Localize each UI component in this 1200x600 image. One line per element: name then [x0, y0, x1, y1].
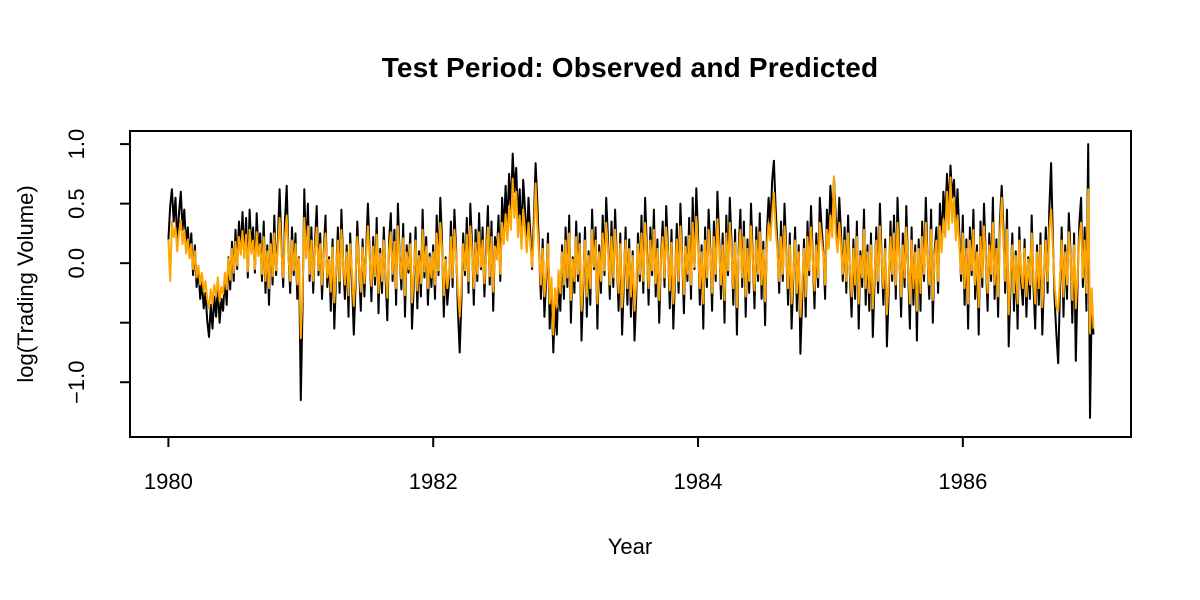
chart-title: Test Period: Observed and Predicted [381, 52, 879, 83]
x-tick-label: 1980 [144, 469, 193, 494]
x-tick-label: 1982 [409, 469, 458, 494]
y-axis-title: log(Trading Volume) [13, 185, 38, 383]
y-tick-label: 1.0 [64, 129, 89, 160]
predicted-line [167, 175, 1095, 340]
y-tick-label: 0.0 [64, 248, 89, 279]
x-tick-label: 1986 [938, 469, 987, 494]
plot-box [129, 130, 1132, 438]
y-tick-label: −1.0 [64, 361, 89, 404]
y-tick-label: 0.5 [64, 188, 89, 219]
x-axis-title: Year [607, 534, 653, 559]
x-tick-label: 1984 [674, 469, 723, 494]
